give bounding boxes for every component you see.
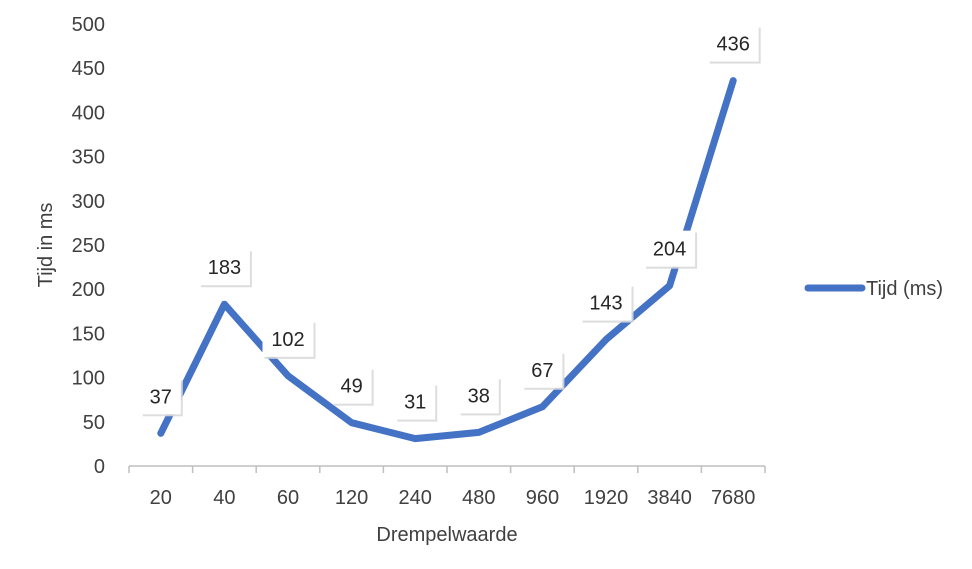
series-line-tijd <box>157 77 737 443</box>
data-label-box <box>395 383 436 420</box>
data-label-text: 436 <box>717 34 750 56</box>
y-tick-label: 150 <box>72 323 105 345</box>
x-axis-ticks: 20 40 60 120 240 480 960 1920 3840 7680 <box>128 466 766 509</box>
data-label-box <box>580 284 632 321</box>
data-label: 102 <box>262 320 316 359</box>
x-tick-label: 120 <box>335 487 368 509</box>
data-label-box <box>644 230 696 267</box>
y-tick-label: 400 <box>72 102 105 124</box>
x-tick-label: 960 <box>526 487 559 509</box>
data-label-box <box>262 320 314 357</box>
x-tick-label: 240 <box>399 487 432 509</box>
data-label-box <box>198 249 250 286</box>
data-label-box <box>522 351 563 388</box>
data-label-text: 102 <box>271 329 304 351</box>
data-label-text: 204 <box>653 239 686 261</box>
data-labels: 37 183 102 49 31 38 67 143 204 436 <box>140 25 761 422</box>
data-label: 38 <box>458 377 501 416</box>
data-label: 143 <box>580 284 634 323</box>
y-tick-label: 250 <box>72 235 105 257</box>
data-label-text: 31 <box>404 392 426 414</box>
x-tick-label: 60 <box>277 487 299 509</box>
y-tick-label: 0 <box>94 456 105 478</box>
data-label-text: 67 <box>531 360 553 382</box>
data-label: 183 <box>198 249 252 288</box>
data-label: 49 <box>331 367 374 406</box>
y-axis-ticks: 0 50 100 150 200 250 300 350 400 450 500 <box>72 14 105 478</box>
x-tick-label: 480 <box>462 487 495 509</box>
data-label-box <box>331 367 372 404</box>
data-label: 204 <box>644 230 698 269</box>
data-label: 31 <box>395 383 438 422</box>
x-tick-label: 1920 <box>584 487 629 509</box>
y-axis-title: Tijd in ms <box>35 203 57 288</box>
y-tick-label: 50 <box>83 412 105 434</box>
y-tick-label: 350 <box>72 147 105 169</box>
y-tick-label: 500 <box>72 14 105 36</box>
data-label: 436 <box>707 25 761 64</box>
legend-label: Tijd (ms) <box>866 278 943 300</box>
x-tick-label: 3840 <box>647 487 692 509</box>
legend: Tijd (ms) <box>804 278 943 300</box>
data-label-box <box>458 377 499 414</box>
x-axis-title: Drempelwaarde <box>376 524 517 546</box>
data-label-text: 38 <box>468 385 490 407</box>
data-label-text: 37 <box>150 386 172 408</box>
data-label-box <box>707 25 759 62</box>
x-tick-label: 40 <box>213 487 235 509</box>
data-label-text: 143 <box>589 293 622 315</box>
y-tick-label: 100 <box>72 368 105 390</box>
y-tick-label: 300 <box>72 191 105 213</box>
y-tick-label: 450 <box>72 58 105 80</box>
x-tick-label: 7680 <box>711 487 756 509</box>
data-label: 67 <box>522 351 565 390</box>
y-tick-label: 200 <box>72 279 105 301</box>
x-tick-label: 20 <box>150 487 172 509</box>
data-label-text: 49 <box>340 376 362 398</box>
data-label: 37 <box>140 378 183 417</box>
data-label-box <box>140 378 181 415</box>
data-label-text: 183 <box>208 257 241 279</box>
